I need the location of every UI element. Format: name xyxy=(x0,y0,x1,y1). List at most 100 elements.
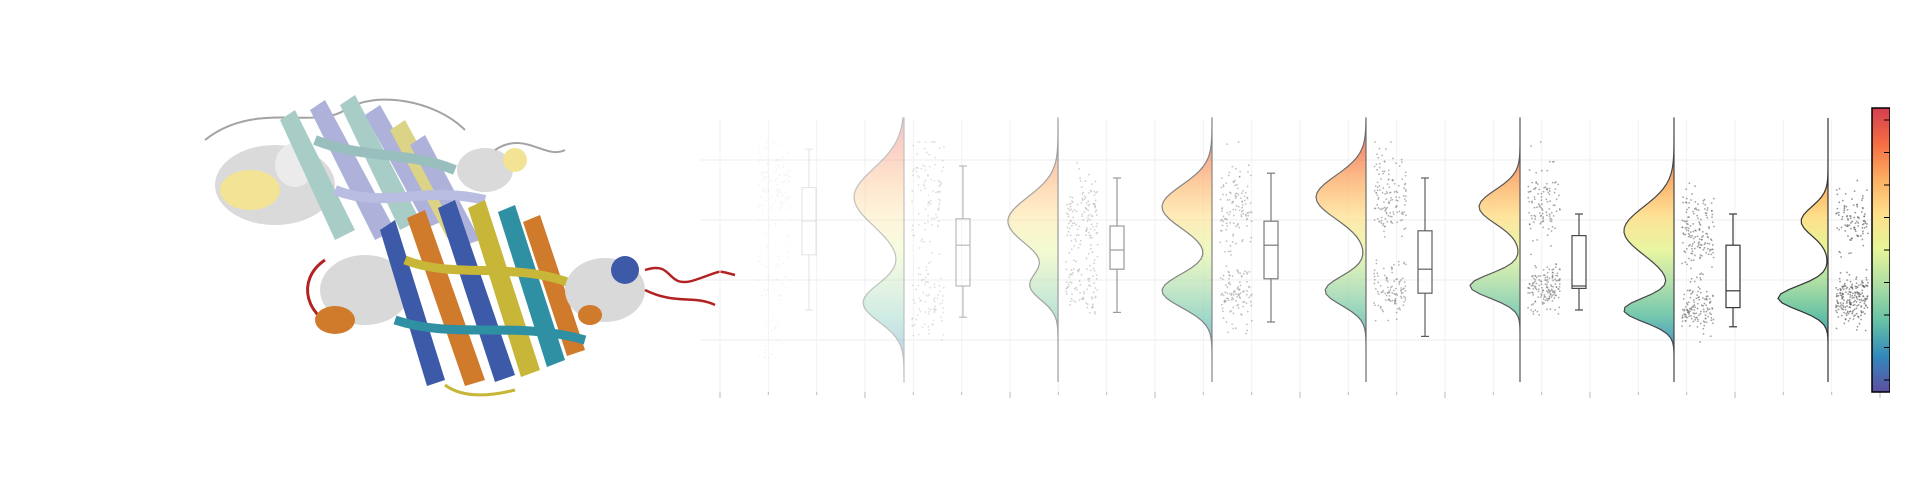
rain-point xyxy=(1083,292,1086,295)
rain-point xyxy=(1841,297,1843,300)
rain-point xyxy=(1548,193,1551,196)
rain-point xyxy=(1703,246,1706,249)
rain-point xyxy=(1542,190,1545,193)
rain-point xyxy=(1076,203,1079,206)
rain-point xyxy=(1535,282,1538,285)
rain-point xyxy=(1553,290,1556,292)
rain-point xyxy=(1233,290,1236,293)
rain-point xyxy=(1223,300,1226,302)
rain-point xyxy=(928,201,931,203)
rain-point xyxy=(1245,214,1247,217)
rain-point xyxy=(1694,185,1696,188)
rain-point xyxy=(1538,279,1541,281)
rain-point xyxy=(1553,297,1556,299)
rain-point xyxy=(1221,278,1224,281)
rain-point xyxy=(1077,268,1080,271)
rain-point xyxy=(1697,217,1699,220)
rain-point xyxy=(1237,303,1240,306)
rain-point xyxy=(1382,224,1384,227)
rain-point xyxy=(787,204,790,207)
rain-point xyxy=(1243,195,1246,198)
rain-point xyxy=(1697,286,1700,289)
rain-point xyxy=(920,279,923,282)
rain-point xyxy=(1699,277,1702,279)
rain-point xyxy=(1853,296,1855,299)
rain-point xyxy=(1710,239,1713,242)
rain-point xyxy=(937,198,940,201)
rain-point xyxy=(1231,202,1233,204)
rain-point xyxy=(1696,245,1699,248)
rain-point xyxy=(763,177,766,180)
rain-point xyxy=(1387,200,1390,203)
rain-point xyxy=(764,344,767,347)
rain-point xyxy=(1082,298,1085,301)
rain-point xyxy=(1558,207,1561,210)
rain-point xyxy=(1845,312,1847,315)
rain-point xyxy=(1546,188,1549,191)
rain-point xyxy=(1559,277,1561,280)
rain-point xyxy=(920,238,923,241)
rain-point xyxy=(1390,286,1392,289)
rain-point xyxy=(1864,222,1867,224)
rain-point xyxy=(1527,287,1530,289)
rain-point xyxy=(1093,228,1096,231)
rain-point xyxy=(1843,311,1845,314)
rain-point xyxy=(1231,165,1234,168)
rain-point xyxy=(1396,199,1399,202)
rain-point xyxy=(1703,208,1706,210)
rain-point xyxy=(1405,195,1407,198)
rain-point xyxy=(1405,200,1407,202)
rain-point xyxy=(1378,220,1380,223)
rain-point xyxy=(1229,310,1232,313)
rain-point xyxy=(764,357,767,359)
rain-point xyxy=(1534,285,1537,288)
rain-point xyxy=(1846,311,1849,314)
rain-point xyxy=(1094,199,1097,202)
rain-point xyxy=(1846,305,1849,308)
rain-point xyxy=(1222,193,1224,196)
rain-point xyxy=(1377,198,1380,201)
rain-point xyxy=(1866,223,1868,225)
rain-point xyxy=(1839,251,1842,254)
rain-point xyxy=(1686,308,1689,311)
rain-point xyxy=(758,255,761,258)
rain-point xyxy=(1088,173,1090,176)
rain-point xyxy=(1403,301,1406,303)
rain-point xyxy=(787,152,790,155)
rain-point xyxy=(786,197,789,200)
rain-point xyxy=(1225,297,1228,300)
rain-point xyxy=(1400,289,1403,291)
rain-point xyxy=(1554,294,1557,297)
rain-point xyxy=(1093,269,1096,272)
rain-point xyxy=(1232,235,1235,237)
rain-point xyxy=(1087,217,1089,220)
rain-point xyxy=(1554,204,1556,207)
rain-point xyxy=(1690,317,1693,320)
rain-point xyxy=(1855,287,1857,290)
rain-point xyxy=(1551,275,1554,278)
rain-point xyxy=(1242,305,1245,308)
rain-point xyxy=(1387,286,1389,289)
rain-point xyxy=(1078,280,1081,282)
rain-point xyxy=(786,233,789,236)
rain-point xyxy=(1855,328,1858,331)
rain-point xyxy=(1855,307,1858,310)
rain-point xyxy=(1080,298,1083,301)
rain-point xyxy=(1857,284,1860,287)
rain-point xyxy=(1849,293,1852,296)
rain-point xyxy=(1852,309,1855,312)
rain-point xyxy=(1540,221,1542,224)
rain-point xyxy=(1095,209,1098,212)
rain-point xyxy=(1078,168,1081,170)
rain-point xyxy=(1374,287,1377,290)
rain-point xyxy=(1690,247,1693,250)
rain-point xyxy=(1535,266,1538,269)
rain-point xyxy=(1843,322,1846,325)
rain-point xyxy=(1548,268,1551,271)
rain-point xyxy=(1089,236,1092,239)
rain-point xyxy=(1221,177,1223,179)
rain-point xyxy=(1534,274,1537,277)
rain-point xyxy=(1242,189,1244,192)
rain-point xyxy=(777,188,779,191)
rain-point xyxy=(1383,170,1386,173)
